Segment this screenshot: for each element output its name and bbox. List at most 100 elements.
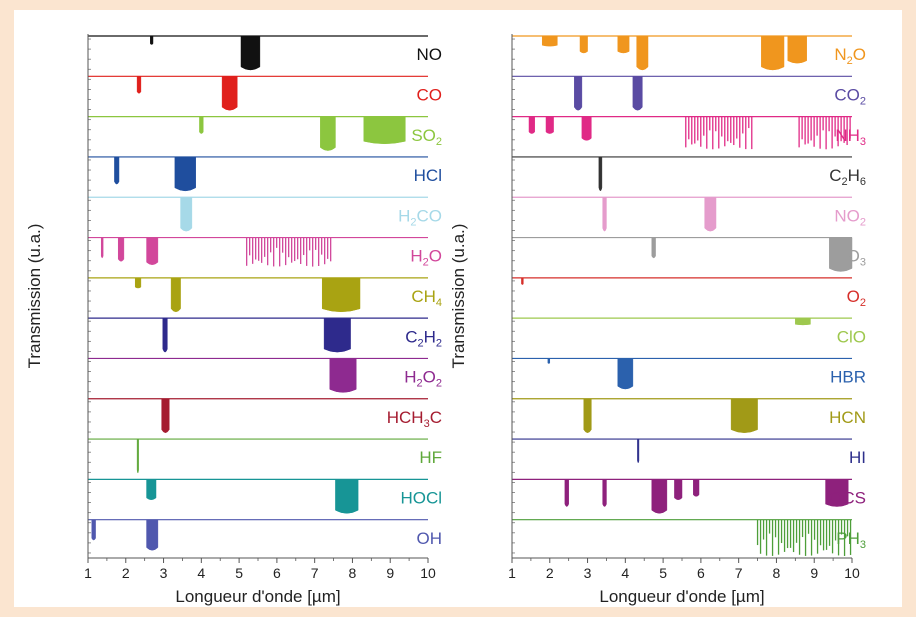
species-subscript: 3	[860, 539, 866, 551]
absorption-band-1-8-1	[617, 358, 634, 390]
species-text: H	[398, 206, 410, 225]
x-tick-label-0-7: 8	[349, 565, 357, 581]
species-subscript: 2	[436, 337, 442, 349]
absorption-band-1-11-0	[564, 479, 569, 507]
absorption-band-0-2-1	[320, 116, 336, 151]
x-tick-label-0-6: 7	[311, 565, 319, 581]
absorption-band-1-9-1	[730, 398, 758, 433]
absorption-band-1-2-1	[545, 116, 554, 134]
species-subscript: 2	[860, 95, 866, 107]
x-tick-label-1-3: 4	[621, 565, 629, 581]
species-text: HCH	[387, 408, 424, 427]
absorption-band-1-0-4	[761, 35, 785, 71]
species-text: PH	[836, 529, 860, 548]
species-label-1-8: HBR	[830, 368, 866, 387]
species-text: HCl	[414, 166, 442, 185]
species-label-1-10: HI	[849, 448, 866, 467]
species-label-0-9: HCH3C	[387, 408, 442, 430]
species-subscript: 3	[860, 257, 866, 269]
species-label-1-0: N2O	[834, 45, 866, 67]
species-subscript: 2	[860, 297, 866, 309]
absorption-band-0-7-1	[323, 317, 351, 353]
species-label-1-7: ClO	[837, 327, 866, 346]
absorption-band-1-2-4	[798, 116, 851, 150]
x-tick-label-0-2: 3	[160, 565, 168, 581]
absorption-band-0-10-0	[136, 438, 139, 474]
species-text: O	[853, 45, 866, 64]
x-tick-label-1-7: 8	[773, 565, 781, 581]
species-label-0-6: CH4	[411, 287, 442, 309]
absorption-band-1-1-0	[574, 76, 583, 111]
species-subscript: 6	[860, 176, 866, 188]
species-text: N	[834, 45, 846, 64]
x-tick-label-1-1: 2	[546, 565, 554, 581]
species-subscript: 2	[410, 216, 416, 228]
x-tick-label-0-4: 5	[235, 565, 243, 581]
absorption-band-0-4-0	[180, 196, 193, 232]
absorption-band-0-6-1	[170, 277, 181, 313]
species-text: HF	[419, 448, 442, 467]
absorption-band-1-3-0	[598, 156, 603, 192]
spectra-figure: NOCOSO2HClH2COH2OCH4C2H2H2O2HCH3CHFHOClO…	[25, 34, 866, 606]
species-label-0-4: H2CO	[398, 206, 442, 228]
species-text: O	[847, 287, 860, 306]
absorption-band-1-0-0	[541, 35, 558, 47]
absorption-band-0-5-0	[100, 237, 104, 259]
absorption-band-0-5-2	[146, 237, 159, 265]
absorption-band-0-5-1	[117, 237, 125, 262]
absorption-band-0-12-1	[146, 519, 159, 551]
absorption-band-0-6-2	[321, 277, 361, 313]
species-label-0-10: HF	[419, 448, 442, 467]
absorption-band-0-3-1	[174, 156, 196, 192]
absorption-band-0-2-0	[199, 116, 204, 134]
species-label-0-12: OH	[417, 529, 443, 548]
x-tick-label-0-5: 6	[273, 565, 281, 581]
x-tick-label-0-8: 9	[386, 565, 394, 581]
x-tick-label-1-4: 5	[659, 565, 667, 581]
species-text: ClO	[837, 327, 866, 346]
x-tick-label-0-0: 1	[84, 565, 92, 581]
species-subscript: 2	[847, 55, 853, 67]
species-label-0-1: CO	[417, 85, 443, 104]
species-label-1-3: C2H6	[829, 166, 866, 188]
species-text: HI	[849, 448, 866, 467]
absorption-band-0-12-0	[91, 519, 96, 541]
absorption-band-1-7-0	[795, 317, 811, 326]
y-axis-title-1: Transmission (u.a.)	[449, 224, 468, 369]
absorption-band-1-11-5	[825, 479, 849, 507]
species-label-0-3: HCl	[414, 166, 442, 185]
absorption-band-0-2-2	[363, 116, 406, 145]
absorption-band-0-11-0	[146, 479, 157, 501]
species-label-1-11: OCS	[829, 489, 866, 508]
absorption-band-0-7-0	[162, 317, 168, 353]
absorption-band-0-6-0	[134, 277, 142, 289]
species-subscript: 3	[860, 136, 866, 148]
x-tick-label-0-3: 4	[197, 565, 205, 581]
species-text: CO	[417, 206, 443, 225]
species-text: OCS	[829, 489, 866, 508]
species-label-0-7: C2H2	[405, 327, 442, 349]
absorption-band-1-4-0	[602, 196, 607, 232]
species-subscript: 2	[436, 378, 442, 390]
absorption-band-1-5-1	[829, 237, 853, 272]
species-subscript: 2	[436, 136, 442, 148]
species-text: NO	[834, 206, 860, 225]
x-tick-label-0-1: 2	[122, 565, 130, 581]
species-subscript: 2	[841, 176, 847, 188]
x-tick-label-1-6: 7	[735, 565, 743, 581]
absorption-band-1-5-0	[651, 237, 656, 259]
absorption-band-0-3-0	[114, 156, 120, 185]
species-label-1-6: O2	[847, 287, 866, 309]
species-text: CH	[411, 287, 436, 306]
species-text: CO	[834, 85, 860, 104]
x-tick-label-1-5: 6	[697, 565, 705, 581]
species-subscript: 2	[417, 378, 423, 390]
absorption-band-1-10-0	[637, 438, 640, 464]
x-tick-label-0-9: 10	[420, 565, 436, 581]
absorption-band-1-9-0	[583, 398, 592, 433]
absorption-band-1-0-5	[787, 35, 807, 64]
absorption-band-1-0-2	[617, 35, 630, 54]
absorption-band-0-0-1	[240, 35, 261, 71]
species-label-1-4: NO2	[834, 206, 866, 228]
species-text: NH	[835, 126, 860, 145]
